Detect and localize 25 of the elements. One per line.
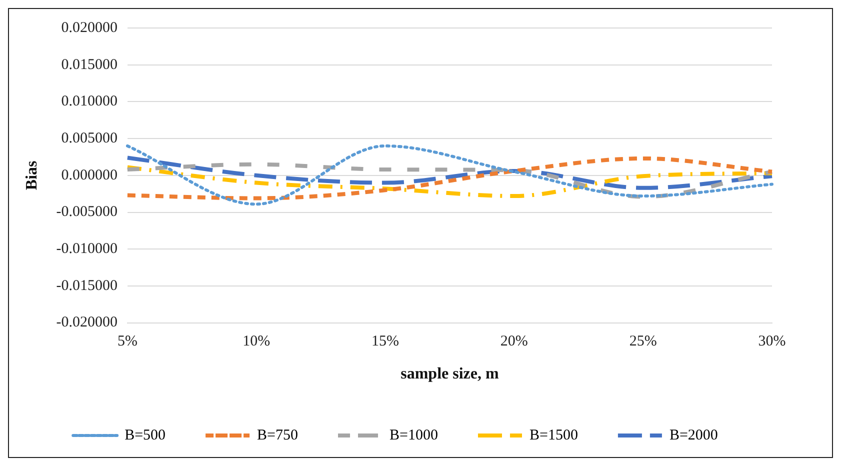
x-tick-label: 20%	[500, 334, 528, 350]
y-tick-label: 0.010000	[61, 94, 118, 110]
y-tick-label: -0.015000	[56, 278, 118, 294]
x-axis-title: sample size, m	[400, 366, 500, 383]
x-tick-label: 15%	[372, 334, 400, 350]
legend-label: B=750	[257, 427, 298, 444]
legend-label: B=500	[124, 427, 166, 444]
x-tick-label: 25%	[629, 334, 657, 350]
y-tick-label: 0.015000	[61, 56, 118, 73]
x-tick-label: 5%	[117, 334, 138, 350]
y-tick-label: 0.020000	[61, 20, 118, 36]
legend-label: B=2000	[669, 427, 718, 444]
legend-label: B=1500	[529, 427, 578, 444]
y-axis-title: Bias	[24, 160, 41, 190]
line-series	[125, 156, 774, 190]
x-tick-label: 10%	[242, 334, 270, 350]
y-tick-label: -0.010000	[56, 241, 118, 258]
y-tick-label: -0.020000	[56, 314, 118, 331]
y-tick-label: 0.000000	[61, 167, 118, 184]
legend-label: B=1000	[390, 427, 438, 444]
line-series	[125, 156, 774, 200]
line-series	[126, 144, 774, 206]
y-tick-label: 0.005000	[61, 130, 118, 146]
x-tick-label: 30%	[758, 334, 786, 350]
y-tick-label: -0.005000	[56, 204, 118, 220]
